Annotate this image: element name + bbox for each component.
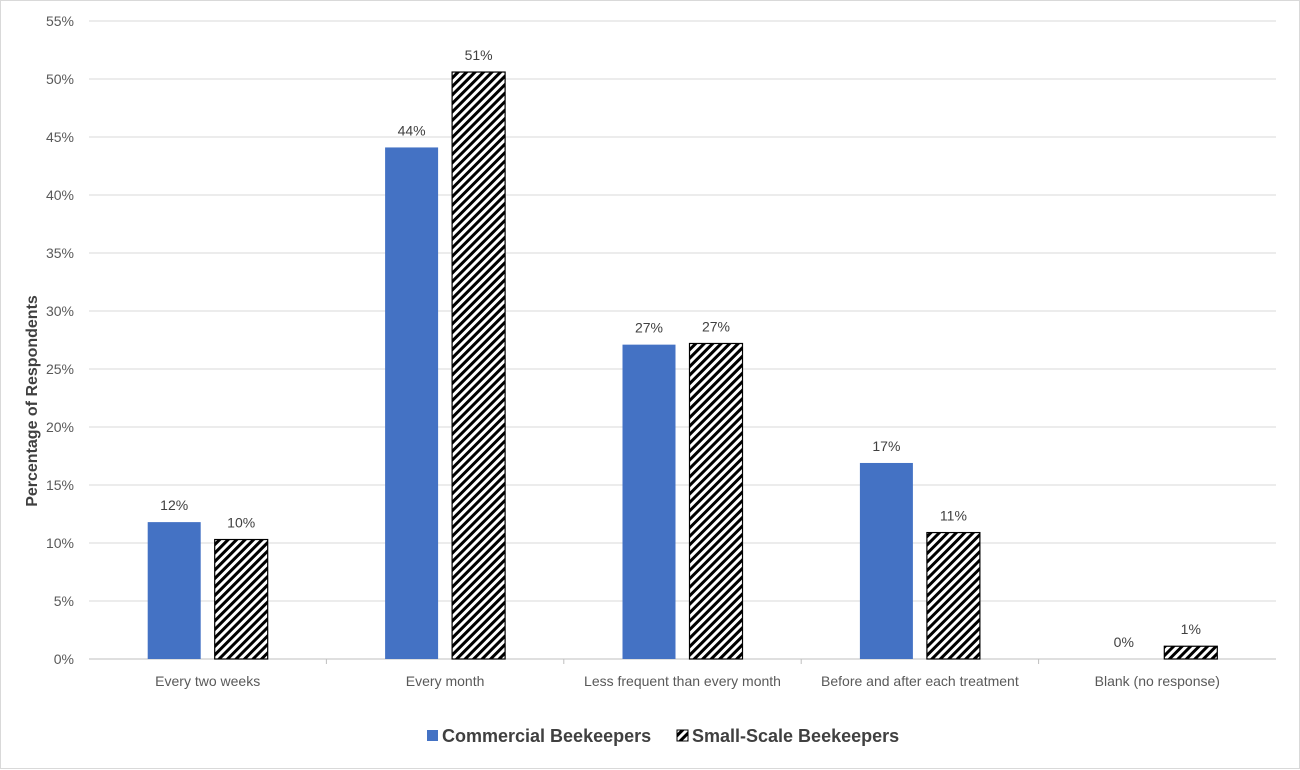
y-tick-label: 55% bbox=[46, 13, 74, 29]
bar-small-scale bbox=[1163, 645, 1218, 660]
x-tick-label: Less frequent than every month bbox=[584, 673, 781, 689]
legend: Commercial Beekeepers Small-Scale Beekeep… bbox=[427, 726, 899, 746]
y-tick-label: 15% bbox=[46, 477, 74, 493]
y-axis-ticks: 0% 5% 10% 15% 20% 25% 30% 35% 40% 45% 50% 55% bbox=[46, 13, 74, 667]
legend-swatch-small-scale bbox=[676, 729, 689, 742]
y-tick-label: 45% bbox=[46, 129, 74, 145]
bar-commercial bbox=[147, 522, 201, 659]
bar-small-scale bbox=[451, 71, 506, 660]
gridlines bbox=[89, 20, 1276, 660]
legend-swatch-commercial bbox=[427, 730, 438, 741]
y-tick-label: 30% bbox=[46, 303, 74, 319]
y-tick-label: 25% bbox=[46, 361, 74, 377]
data-label: 12% bbox=[160, 497, 188, 513]
data-label: 11% bbox=[940, 508, 967, 524]
data-label: 10% bbox=[227, 515, 255, 531]
y-tick-label: 40% bbox=[46, 187, 74, 203]
legend-label: Small-Scale Beekeepers bbox=[692, 726, 899, 746]
y-tick-label: 0% bbox=[54, 651, 74, 667]
bar-commercial bbox=[859, 462, 913, 659]
data-labels: 12% 10% 44% 51% 27% 27% 17% 11% 0% 1% bbox=[160, 47, 1201, 650]
y-tick-label: 35% bbox=[46, 245, 74, 261]
bar-small-scale bbox=[214, 538, 269, 660]
data-label: 17% bbox=[872, 438, 900, 454]
bars bbox=[147, 71, 1218, 660]
x-tick-label: Every two weeks bbox=[155, 673, 260, 689]
y-tick-label: 20% bbox=[46, 419, 74, 435]
legend-label: Commercial Beekeepers bbox=[442, 726, 651, 746]
x-tick-label: Before and after each treatment bbox=[821, 673, 1019, 689]
bar-commercial bbox=[385, 147, 439, 659]
y-tick-label: 5% bbox=[54, 593, 74, 609]
data-label: 44% bbox=[398, 122, 426, 138]
y-tick-label: 10% bbox=[46, 535, 74, 551]
y-tick-label: 50% bbox=[46, 71, 74, 87]
bar-small-scale bbox=[926, 531, 981, 660]
data-label: 0% bbox=[1114, 634, 1134, 650]
data-label: 27% bbox=[702, 318, 730, 334]
y-axis-title: Percentage of Respondents bbox=[24, 295, 41, 507]
data-label: 1% bbox=[1181, 621, 1201, 637]
x-tick-label: Every month bbox=[406, 673, 485, 689]
x-axis-ticks: Every two weeks Every month Less frequent … bbox=[155, 659, 1220, 689]
data-label: 27% bbox=[635, 320, 663, 336]
bar-small-scale bbox=[688, 342, 744, 660]
bar-commercial bbox=[622, 344, 676, 659]
x-tick-label: Blank (no response) bbox=[1095, 673, 1220, 689]
data-label: 51% bbox=[465, 47, 493, 63]
